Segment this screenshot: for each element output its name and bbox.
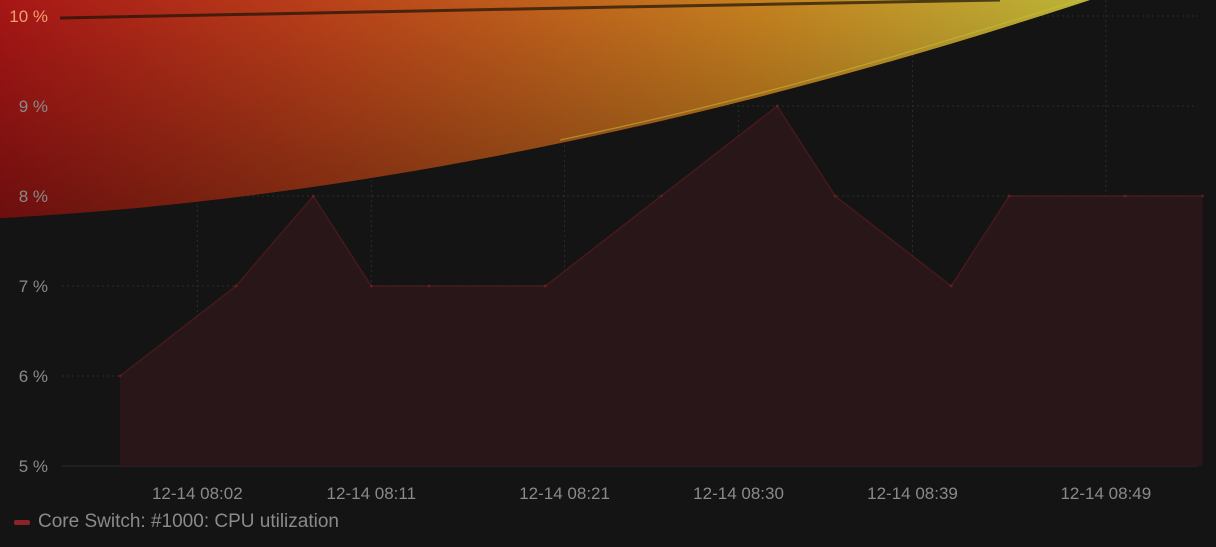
data-point xyxy=(833,194,837,198)
x-tick-label: 12-14 08:11 xyxy=(327,484,416,503)
data-point xyxy=(118,374,122,378)
y-axis-ticks: 5 % 6 % 7 % 8 % 9 % 10 % xyxy=(9,7,48,476)
threshold-band-edge xyxy=(559,0,1081,141)
data-point xyxy=(949,284,953,288)
x-tick-label: 12-14 08:49 xyxy=(1060,484,1151,503)
x-tick-label: 12-14 08:30 xyxy=(693,484,784,503)
threshold-band xyxy=(0,0,1090,218)
y-tick-label: 9 % xyxy=(19,97,48,116)
data-point xyxy=(1007,194,1011,198)
y-tick-label: 5 % xyxy=(19,457,48,476)
x-tick-label: 12-14 08:39 xyxy=(867,484,958,503)
threshold-band-streak xyxy=(59,0,1001,20)
y-tick-label: 6 % xyxy=(19,367,48,386)
series-area xyxy=(120,106,1203,466)
y-tick-label: 7 % xyxy=(19,277,48,296)
threshold-band-shade xyxy=(0,0,1090,218)
legend-swatch xyxy=(14,519,30,525)
data-point xyxy=(1200,194,1204,198)
data-point xyxy=(234,284,238,288)
x-axis-ticks: 12-14 08:02 12-14 08:11 12-14 08:21 12-14 0… xyxy=(152,484,1151,503)
legend[interactable]: Core Switch: #1000: CPU utilization xyxy=(14,510,339,534)
y-tick-label: 10 % xyxy=(9,7,48,26)
series-area-layer xyxy=(118,104,1204,466)
data-point xyxy=(427,284,431,288)
data-point xyxy=(659,194,663,198)
data-point xyxy=(311,194,315,198)
data-point xyxy=(543,284,547,288)
data-point xyxy=(1123,194,1127,198)
data-point xyxy=(775,104,779,108)
y-tick-label: 8 % xyxy=(19,187,48,206)
x-tick-label: 12-14 08:02 xyxy=(152,484,243,503)
legend-label[interactable]: Core Switch: #1000: CPU utilization xyxy=(38,511,339,532)
data-point xyxy=(369,284,373,288)
x-tick-label: 12-14 08:21 xyxy=(519,484,610,503)
